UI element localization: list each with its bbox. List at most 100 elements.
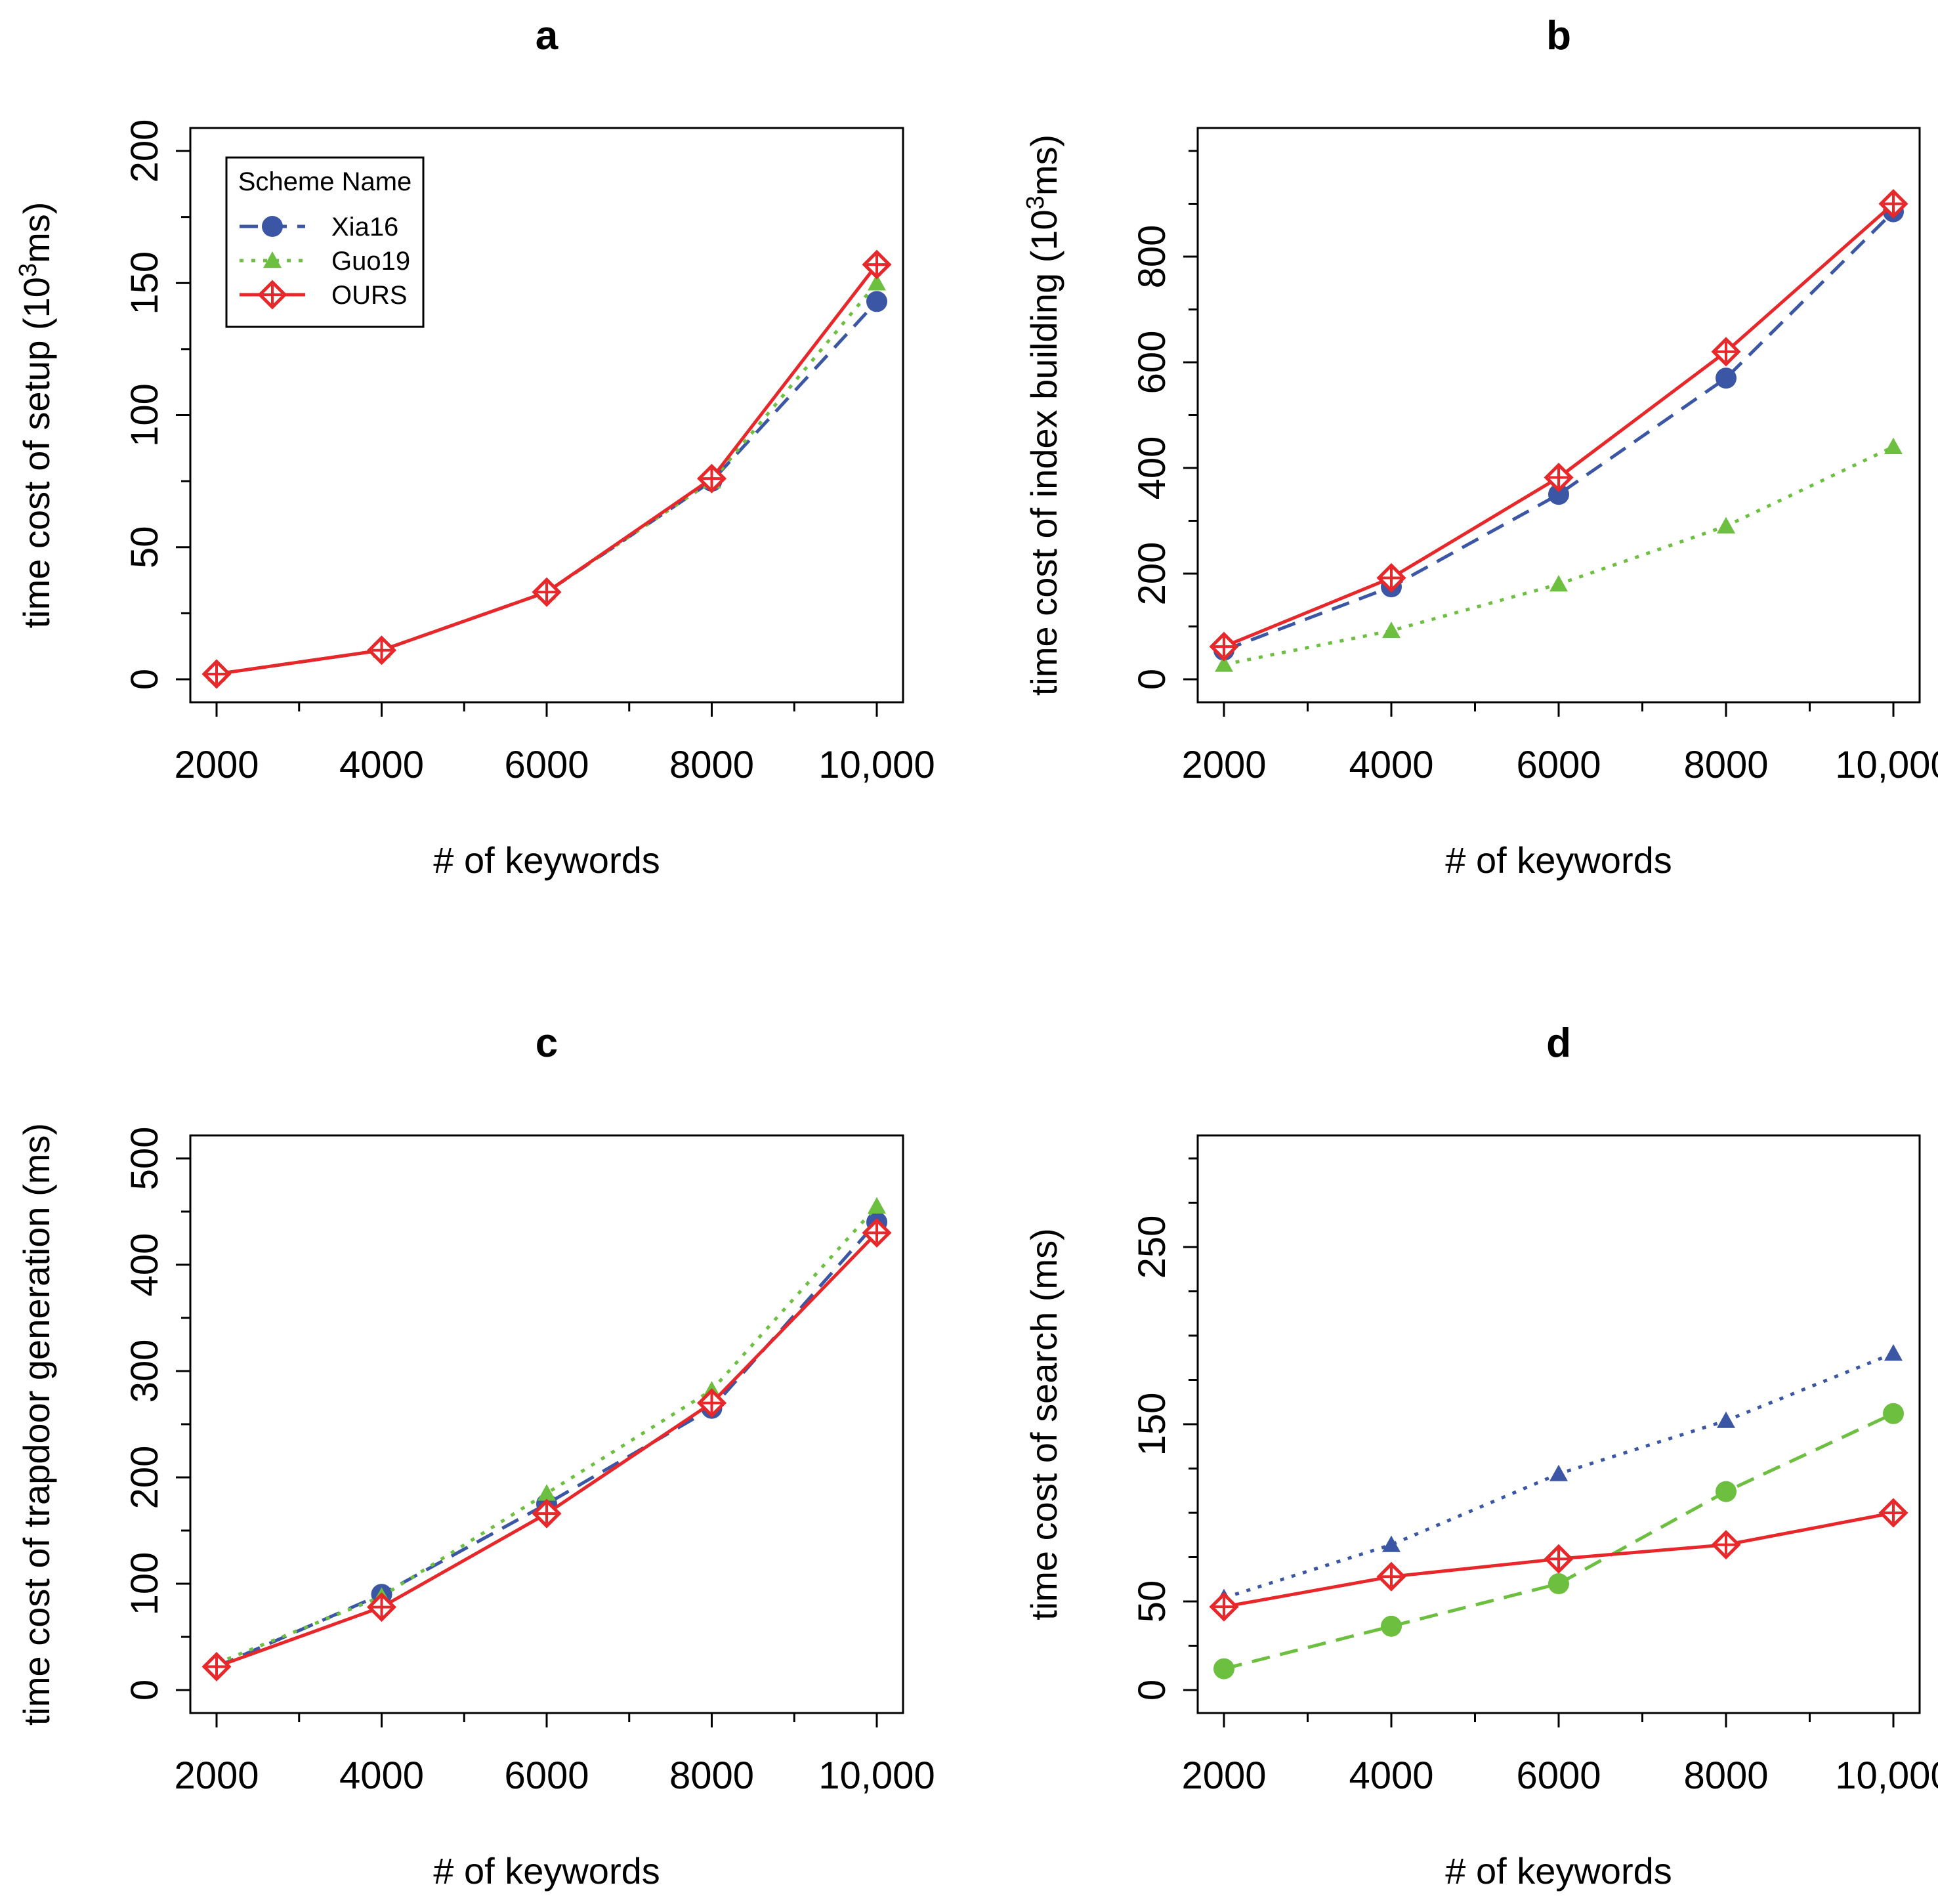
data-point <box>1376 1561 1406 1592</box>
y-tick-label: 150 <box>1131 1393 1173 1456</box>
x-tick-label: 6000 <box>504 744 589 786</box>
plot-frame <box>1196 127 1921 704</box>
x-axis-label: # of keywords <box>1445 1850 1672 1892</box>
series-ours <box>1209 1498 1908 1622</box>
panel-title: b <box>1546 13 1571 58</box>
x-axis-label: # of keywords <box>433 839 660 881</box>
series-line <box>216 282 878 676</box>
series-line <box>215 1221 878 1668</box>
data-point <box>1382 621 1401 639</box>
data-point <box>868 1196 886 1214</box>
series-xia16 <box>206 291 887 685</box>
legend-entry: Guo19 <box>240 247 410 276</box>
y-tick-label: 300 <box>123 1340 166 1403</box>
data-point <box>1884 1344 1903 1361</box>
series-guo19 <box>207 274 886 682</box>
x-tick-label: 6000 <box>504 1754 589 1797</box>
y-tick-label: 400 <box>1131 436 1173 500</box>
series-xia16 <box>1213 201 1904 661</box>
y-axis-label: time cost of setup (103ms) <box>14 202 57 629</box>
x-tick-label: 8000 <box>669 744 754 786</box>
legend: Scheme Name Xia16 Guo19 OURS <box>225 156 425 328</box>
data-point <box>1548 1573 1569 1594</box>
data-point <box>366 1592 397 1622</box>
y-tick-label: 0 <box>1131 669 1173 690</box>
x-tick-label: 10,000 <box>818 744 935 786</box>
data-point <box>1716 1481 1737 1502</box>
panel-title: c <box>536 1021 558 1066</box>
data-point <box>1878 1498 1908 1528</box>
legend-label: Guo19 <box>331 247 410 276</box>
data-point <box>1717 1411 1735 1428</box>
x-tick-label: 6000 <box>1516 1754 1601 1797</box>
data-point <box>366 635 397 666</box>
legend-marker <box>262 216 283 237</box>
x-axis-label: # of keywords <box>433 1850 660 1892</box>
series-line <box>216 1231 878 1668</box>
data-point <box>1215 655 1233 672</box>
series-guo19 <box>207 1196 886 1671</box>
data-point <box>1549 575 1568 592</box>
plot-frame <box>1196 1134 1921 1714</box>
plot-frame <box>189 1134 904 1714</box>
y-tick-label: 100 <box>123 1552 166 1616</box>
data-point <box>1548 484 1569 505</box>
panel-title: d <box>1546 1021 1571 1066</box>
y-tick-label: 500 <box>123 1127 166 1191</box>
y-tick-label: 50 <box>123 526 166 568</box>
data-point <box>1544 462 1574 493</box>
series-line <box>1223 1412 1895 1671</box>
data-point <box>1213 1658 1234 1680</box>
data-point <box>1544 1544 1574 1574</box>
x-tick-label: 8000 <box>1683 1754 1768 1797</box>
x-tick-label: 10,000 <box>1835 1754 1938 1797</box>
x-tick-label: 8000 <box>1683 744 1768 786</box>
data-point <box>1549 1464 1568 1481</box>
y-tick-label: 200 <box>123 1446 166 1510</box>
data-point <box>862 1217 892 1248</box>
y-tick-label: 0 <box>123 1680 166 1701</box>
panel-d: d 2000 4000 6000 8000 10,000 0 50 150 250 # of key… <box>1023 1021 1938 1892</box>
x-tick-label: 4000 <box>1349 1754 1433 1797</box>
x-tick-label: 10,000 <box>818 1754 935 1797</box>
series-ours <box>201 249 892 689</box>
data-point <box>1717 517 1735 534</box>
y-axis-label: time cost of index building (103ms) <box>1022 135 1064 696</box>
data-point <box>532 577 562 607</box>
legend-entry: OURS <box>240 280 408 310</box>
series-line <box>1223 210 1895 652</box>
x-tick-label: 2000 <box>174 744 259 786</box>
legend-box <box>225 156 425 328</box>
y-tick-label: 200 <box>123 119 166 183</box>
series-guo19 <box>1215 437 1903 672</box>
x-tick-label: 2000 <box>1181 744 1266 786</box>
data-point <box>696 1388 727 1418</box>
data-point <box>1381 1615 1402 1637</box>
y-axis-label: time cost of search (ms) <box>1023 1228 1064 1620</box>
panel-c: c 2000 4000 6000 8000 10,000 0 100 200 300 400 500 #… <box>16 1021 935 1892</box>
legend-title: Scheme Name <box>238 167 412 196</box>
y-tick-label: 800 <box>1131 225 1173 289</box>
legend-entry: Xia16 <box>240 213 398 242</box>
series-ours <box>201 1217 892 1682</box>
x-tick-label: 10,000 <box>1835 744 1938 786</box>
data-point <box>868 274 886 291</box>
x-tick-label: 6000 <box>1516 744 1601 786</box>
y-tick-label: 400 <box>123 1233 166 1297</box>
data-point <box>866 291 887 312</box>
panel-b: b 2000 4000 6000 8000 10,000 0 200 400 600 800 # of… <box>1022 13 1938 881</box>
y-tick-label: 200 <box>1131 542 1173 606</box>
x-tick-label: 4000 <box>339 1754 424 1797</box>
x-tick-label: 2000 <box>174 1754 259 1797</box>
data-point <box>1883 1403 1904 1424</box>
y-tick-label: 600 <box>1131 331 1173 394</box>
y-tick-label: 250 <box>1131 1216 1173 1279</box>
legend-marker <box>263 251 282 268</box>
data-point <box>1884 437 1903 454</box>
y-axis-label: time cost of trapdoor generation (ms) <box>16 1123 57 1725</box>
data-point <box>696 463 727 494</box>
data-point <box>532 1498 562 1529</box>
panel-title: a <box>536 13 558 58</box>
data-point <box>201 659 232 689</box>
